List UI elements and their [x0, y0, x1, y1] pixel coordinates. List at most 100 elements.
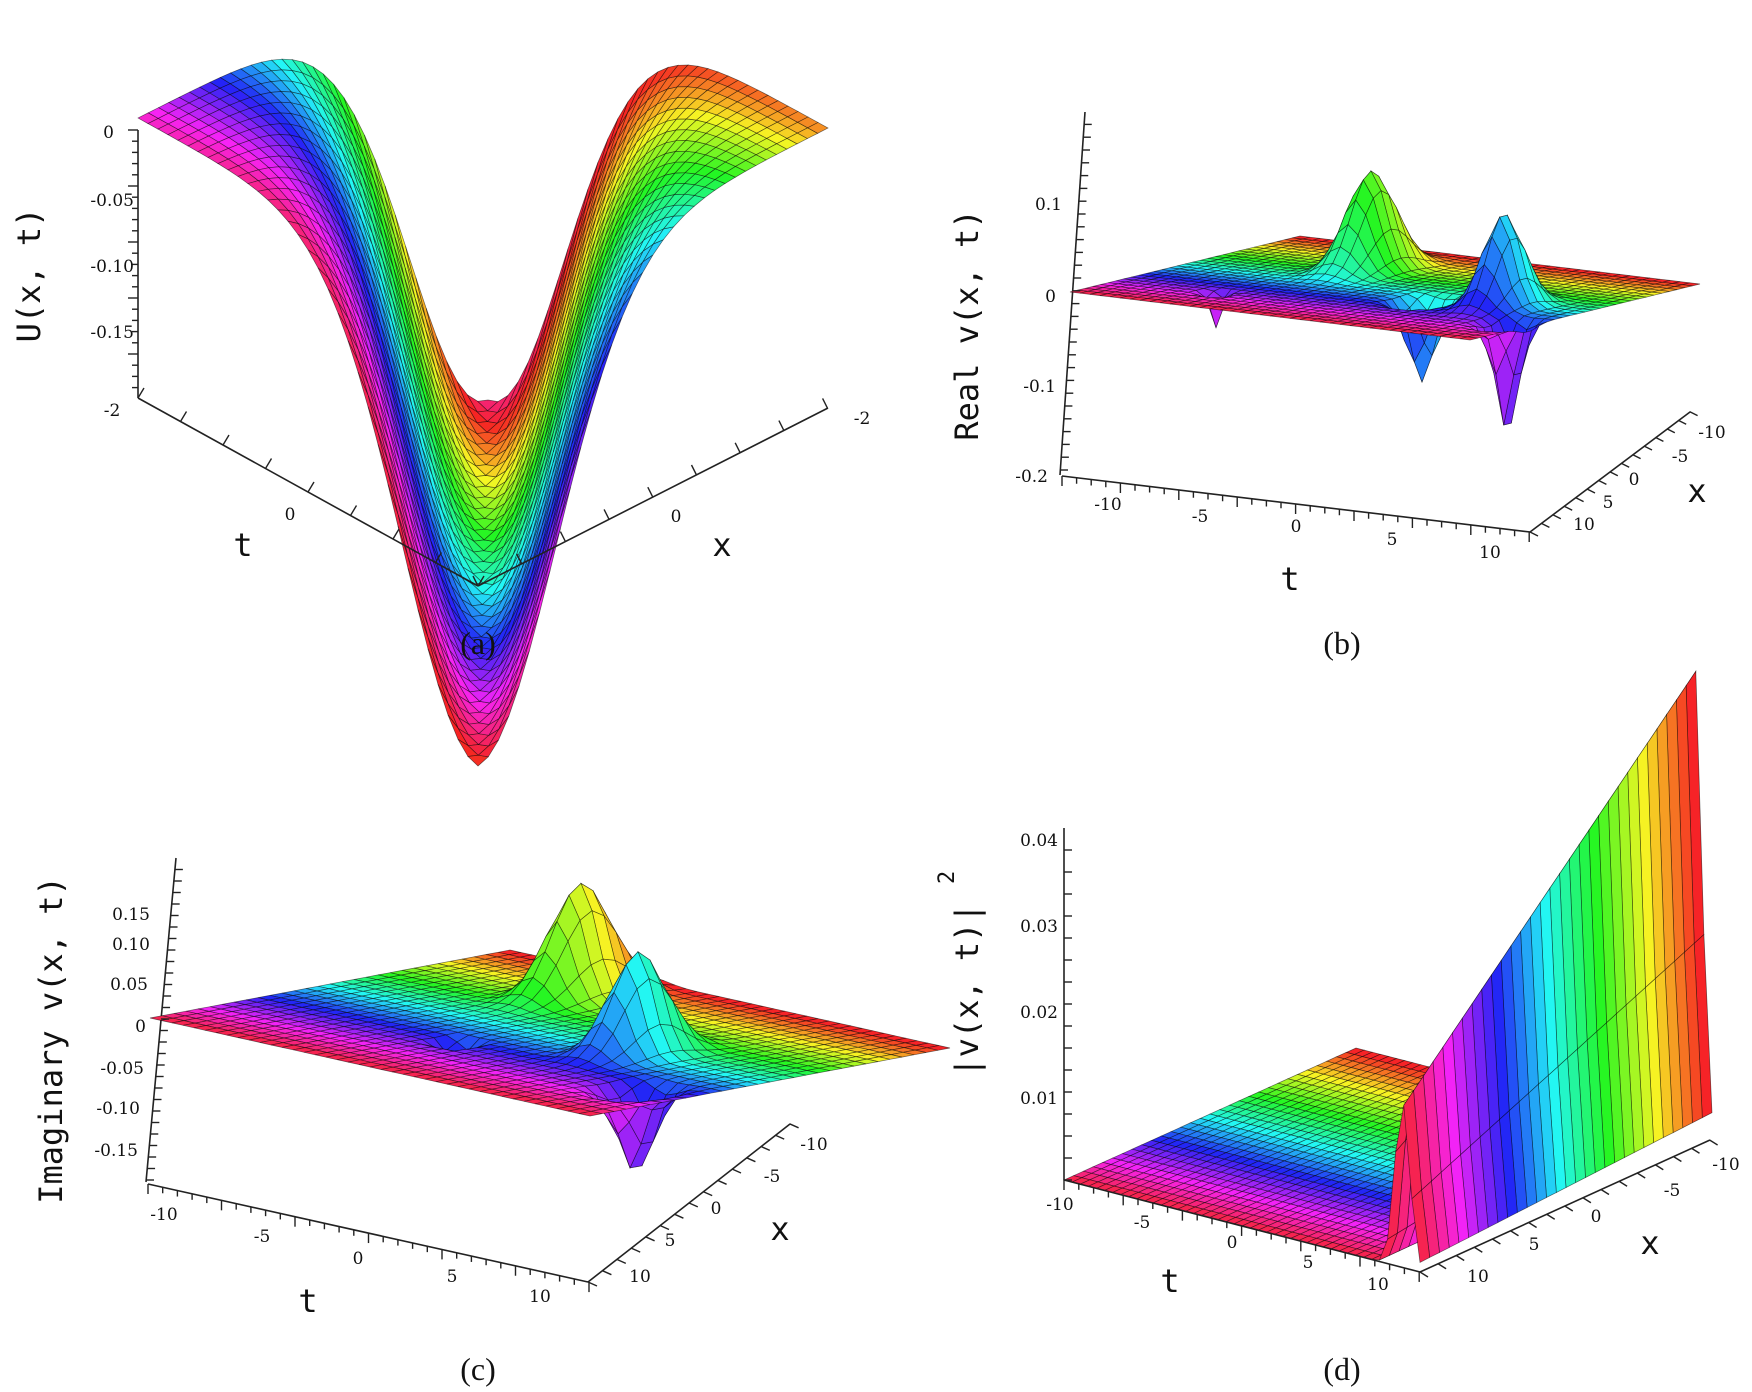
- z-tick-label: 0.15: [112, 905, 150, 925]
- tick-mark: [1609, 471, 1619, 477]
- ticks-c: [146, 868, 799, 1293]
- x-axis-label-a: x: [712, 526, 731, 564]
- z-tick-label: -0.15: [94, 1141, 138, 1161]
- t-axis-label-a: t: [233, 526, 252, 564]
- surface-cell: [806, 122, 829, 134]
- tick-mark: [1655, 436, 1664, 443]
- t-tick-label: -10: [150, 1205, 177, 1225]
- z-tick-label: -0.15: [90, 323, 134, 343]
- tick-mark: [647, 486, 654, 498]
- caption-b: (b): [1323, 625, 1360, 661]
- tick-mark: [392, 528, 400, 540]
- t-tick-label: 5: [1387, 530, 1398, 550]
- tick-mark: [1586, 488, 1596, 494]
- t-tick-label: 0: [1291, 517, 1302, 537]
- z-axis-label-c: Imaginary v(x, t): [32, 876, 70, 1204]
- tick-mark: [1563, 505, 1573, 511]
- x-axis-label-c: x: [770, 1210, 789, 1248]
- ticks-b: [1060, 123, 1698, 542]
- tick-mark: [1575, 496, 1584, 503]
- x-tick-label: -2: [854, 409, 871, 429]
- tick-mark: [264, 458, 273, 469]
- t-tick-label: 0: [353, 1249, 364, 1269]
- x-tick-label: -10: [1698, 423, 1725, 443]
- tick-mark: [731, 1168, 742, 1174]
- surface-c: [149, 882, 951, 1169]
- tick-mark: [746, 1157, 756, 1163]
- panel-d: 0.04 0.03 0.02 0.01 -10 -5 0 5 10 -10 -5…: [935, 670, 1740, 1387]
- z-tick-label: 0.10: [112, 935, 150, 955]
- tick-mark: [602, 1270, 612, 1276]
- tick-mark: [603, 509, 610, 520]
- caption-c: (c): [460, 1351, 496, 1387]
- z-tick-label: -0.05: [90, 191, 134, 211]
- tick-mark: [645, 1236, 655, 1242]
- tick-mark: [1632, 453, 1641, 460]
- z-tick-label: -0.05: [100, 1059, 144, 1079]
- t-tick-label: -10: [1094, 495, 1121, 515]
- panel-c: 0.15 0.10 0.05 0 -0.05 -0.10 -0.15 -10 -…: [32, 857, 951, 1387]
- z-axis-b: [1059, 111, 1086, 476]
- tick-mark: [587, 1281, 598, 1287]
- tick-mark: [434, 552, 443, 563]
- tick-mark: [734, 442, 741, 454]
- z-tick-label: 0: [103, 123, 114, 143]
- x-tick-label: 0: [671, 507, 682, 527]
- x-tick-label: 10: [629, 1267, 651, 1287]
- t-tick-label: -5: [1192, 507, 1209, 527]
- tick-mark: [1620, 462, 1630, 468]
- surface-cell: [467, 754, 490, 767]
- z-tick-label: -0.10: [90, 257, 134, 277]
- surface-a: [137, 58, 829, 767]
- tick-mark: [1552, 514, 1562, 520]
- t-axis-label-b: t: [1280, 560, 1299, 598]
- ticks-a: [128, 129, 829, 587]
- tick-mark: [702, 1190, 713, 1197]
- z-tick-label: -0.1: [1023, 377, 1056, 397]
- x-tick-label: 0: [711, 1199, 722, 1219]
- tick-mark: [760, 1145, 771, 1152]
- tick-mark: [1643, 445, 1653, 451]
- z-tick-label: 0: [135, 1017, 146, 1037]
- z-tick-label: 0: [1045, 287, 1056, 307]
- surface-d: [1062, 670, 1713, 1263]
- tick-mark: [659, 1224, 670, 1231]
- tick-mark: [349, 505, 358, 516]
- z-tick-label: 0.05: [110, 975, 148, 995]
- tick-mark: [222, 434, 230, 446]
- tick-mark: [1529, 531, 1539, 537]
- z-tick-label: -0.2: [1015, 467, 1048, 487]
- x-tick-label: -10: [800, 1135, 827, 1155]
- tick-mark: [630, 1247, 641, 1253]
- x-tick-label: -5: [764, 1167, 781, 1187]
- t-axis-label-c: t: [298, 1282, 317, 1320]
- x-tick-label: 0: [1629, 470, 1640, 490]
- tick-mark: [717, 1179, 727, 1185]
- tick-mark: [789, 1123, 799, 1129]
- t-tick-label: 5: [447, 1267, 458, 1287]
- tick-mark: [307, 481, 315, 493]
- tick-mark: [1598, 479, 1607, 486]
- tick-mark: [1541, 522, 1550, 529]
- surface-b: [1069, 169, 1701, 426]
- t-tick-label: 10: [529, 1287, 551, 1307]
- panel-a: 0 -0.05 -0.10 -0.15 -2 0 -2 0 U(x, t) t …: [10, 58, 871, 767]
- tick-mark: [774, 1134, 785, 1140]
- t-tick-label: -2: [104, 401, 121, 421]
- t-axis-c: [147, 1183, 589, 1283]
- tick-mark: [137, 387, 145, 399]
- tick-mark: [179, 411, 188, 422]
- tick-mark: [778, 420, 785, 431]
- x-axis-label-b: x: [1687, 472, 1706, 510]
- x-tick-label: 10: [1573, 515, 1595, 535]
- z-tick-label: 0.1: [1035, 195, 1062, 215]
- surface-cell: [578, 1110, 603, 1117]
- tick-mark: [690, 464, 698, 476]
- tick-mark: [821, 398, 829, 409]
- t-tick-label: -5: [254, 1227, 271, 1247]
- tick-mark: [688, 1202, 699, 1208]
- tick-mark: [1666, 428, 1676, 434]
- surface-cell: [1459, 336, 1478, 341]
- z-axis-label-b: Real v(x, t): [948, 209, 986, 440]
